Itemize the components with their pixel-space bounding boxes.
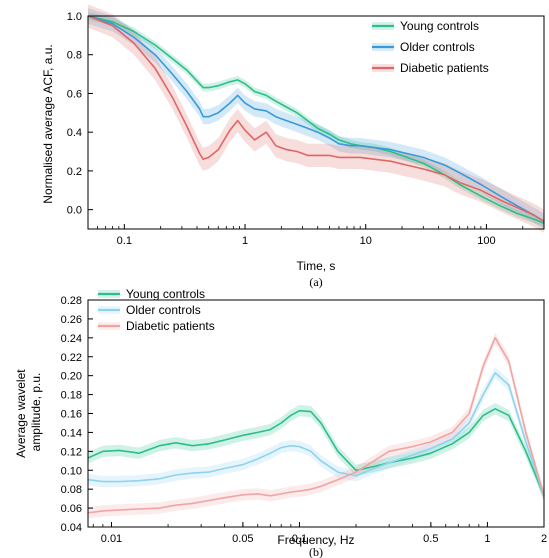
panel-a: 0.1 1 10 100 0.0 0.2 0.4 0.6 0.8 1.0 Normalised a…: [41, 4, 544, 289]
panel-a-x-tick-label: 0.1: [117, 235, 132, 247]
panel-a-x-tick-label: 100: [477, 235, 495, 247]
panel-a-y-tick-label: 0.6: [67, 88, 82, 100]
panel-a-x-axis-title: Time, s: [297, 259, 336, 273]
panel-b-y-tick-label: 0.24: [61, 333, 82, 345]
panel-b-y-tick-label: 0.22: [61, 352, 82, 364]
panel-b-y-tick-label: 0.14: [61, 427, 82, 439]
panel-b-x-tick-label: 0.5: [423, 533, 438, 545]
panel-a-x-tick-label: 1: [242, 235, 248, 247]
panel-b-y-tick-label: 0.10: [61, 465, 82, 477]
panel-b-y-axis-title: Average wavelet amplitude, p.u.: [14, 366, 43, 458]
panel-b-y-tick-label: 0.06: [61, 503, 82, 515]
panel-a-label: (a): [309, 275, 322, 289]
panel-a-legend-band-1: [372, 43, 394, 51]
panel-b-y-tick-label: 0.18: [61, 390, 82, 402]
panel-b-y-tick-label: 0.26: [61, 314, 82, 326]
panel-a-legend-label-1: Older controls: [400, 40, 475, 54]
panel-b-label: (b): [309, 545, 323, 558]
panel-b-x-tick-label: 1: [484, 533, 490, 545]
panel-b-y-axis-title-line1: Average wavelet: [14, 369, 28, 458]
panel-b-y-tick-label: 0.08: [61, 484, 82, 496]
panel-b-x-tick-label: 2: [541, 533, 547, 545]
panel-a-x-tick-label: 10: [360, 235, 372, 247]
panel-b-x-tick-label: 0.05: [232, 533, 253, 545]
panel-a-legend-label-2: Diabetic patients: [400, 61, 489, 75]
panel-a-y-axis-title: Normalised average ACF, a.u.: [41, 44, 55, 203]
panel-b-y-tick-label: 0.28: [61, 295, 82, 307]
panel-a-legend-label-0: Young controls: [400, 19, 479, 33]
panel-a-y-tick-label: 1.0: [67, 11, 82, 23]
panel-b-legend-label-1: Older controls: [126, 303, 201, 317]
panel-a-y-tick-label: 0.0: [67, 205, 82, 217]
panel-a-bands: [88, 4, 544, 233]
panel-b-legend: Young controls Older controls Diabetic pat…: [98, 287, 215, 333]
panel-a-y-tick-label: 0.2: [67, 166, 82, 178]
panel-b-y-axis-title-line2: amplitude, p.u.: [29, 373, 43, 452]
panel-b-y-tick-label: 0.16: [61, 409, 82, 421]
panel-a-legend: Young controls Older controls Diabetic pat…: [372, 19, 489, 75]
panel-b-legend-label-0: Young controls: [126, 287, 205, 301]
panel-b-legend-band-1: [98, 306, 120, 314]
panel-a-legend-band-0: [372, 22, 394, 30]
panel-b-legend-band-2: [98, 322, 120, 330]
panel-b-y-tick-label: 0.20: [61, 371, 82, 383]
panel-a-y-tick-label: 0.8: [67, 50, 82, 62]
panel-b-legend-band-0: [98, 290, 120, 298]
panel-a-y-tick-label: 0.4: [67, 127, 82, 139]
panel-b: 0.01 0.05 0.1 0.5 1 20.040.060.080.100.120.14…: [14, 287, 547, 558]
panel-b-x-tick-label: 0.01: [101, 533, 122, 545]
panel-b-y-tick-label: 0.12: [61, 446, 82, 458]
panel-a-series-2-band: [88, 4, 544, 233]
panel-b-y-tick-label: 0.04: [61, 522, 82, 534]
panel-a-legend-band-2: [372, 64, 394, 72]
panel-b-legend-label-2: Diabetic patients: [126, 319, 215, 333]
